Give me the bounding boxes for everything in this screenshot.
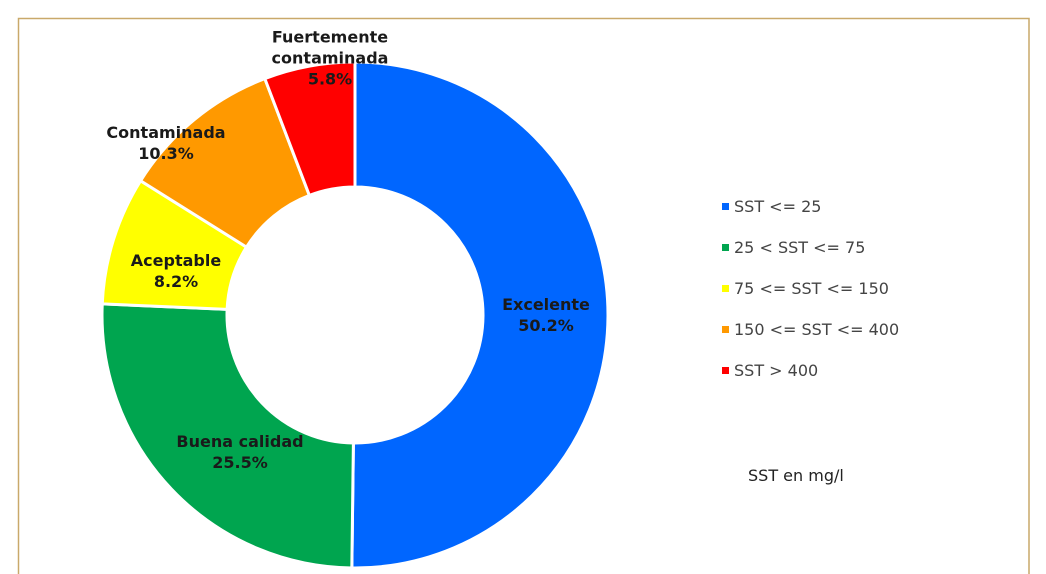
category-label: Excelente	[502, 295, 590, 314]
legend-swatch	[722, 367, 729, 374]
legend-swatch	[722, 285, 729, 292]
legend-entry: 25 < SST <= 75	[722, 238, 865, 257]
slice-label: Buena calidad 25.5%	[176, 431, 303, 473]
legend-entry: 75 <= SST <= 150	[722, 279, 889, 298]
legend-swatch	[722, 244, 729, 251]
slice	[262, 60, 357, 198]
legend-entry: SST <= 25	[722, 197, 821, 216]
slice-label: Contaminada 10.3%	[106, 122, 225, 164]
frame	[17, 17, 1030, 574]
legend-label: 150 <= SST <= 400	[734, 320, 900, 339]
donut	[100, 60, 610, 570]
legend-label: 75 <= SST <= 150	[734, 279, 889, 298]
category-label: Contaminada	[106, 123, 226, 142]
note: SST en mg/l	[748, 466, 844, 485]
legend-label: 25 < SST <= 75	[734, 238, 866, 257]
category-label: Aceptable	[130, 251, 222, 270]
value-label: 5.8%	[307, 69, 353, 89]
legend-swatch	[722, 203, 729, 210]
slice-label: Excelente 50.2%	[502, 294, 590, 336]
value-label: 8.2%	[153, 272, 199, 291]
slice-label: Fuertemente contaminada 5.8%	[260, 27, 400, 90]
category-label: Buena calidad	[176, 432, 304, 451]
value-label: 10.3%	[138, 144, 194, 163]
slice-label: Aceptable 8.2%	[131, 250, 221, 292]
legend-label: SST <= 25	[734, 197, 822, 216]
slice	[100, 302, 355, 570]
category-label: Fuertemente contaminada	[271, 27, 389, 68]
legend-label: SST > 400	[734, 361, 819, 380]
legend-entry: SST > 400	[722, 361, 818, 380]
legend-entry: 150 <= SST <= 400	[722, 320, 899, 339]
legend-swatch	[722, 326, 729, 333]
slice	[350, 60, 610, 570]
value-label: 50.2%	[518, 316, 574, 335]
value-label: 25.5%	[212, 453, 268, 472]
